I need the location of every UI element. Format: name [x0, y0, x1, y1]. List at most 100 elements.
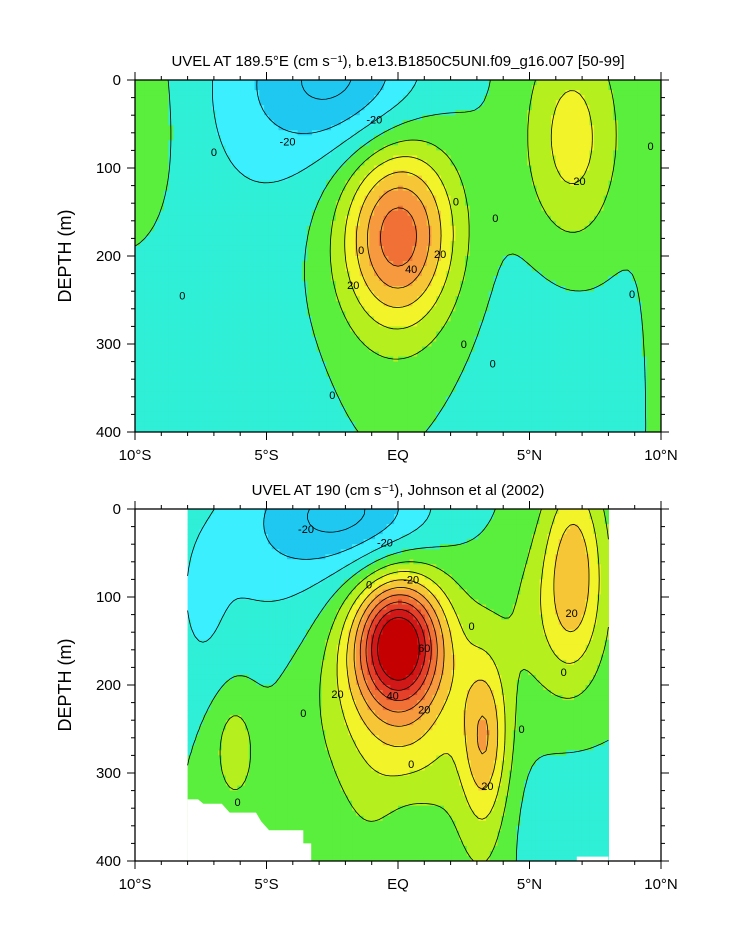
field-cell: [163, 120, 170, 126]
field-cell: [311, 215, 318, 222]
field-cell: [436, 130, 442, 136]
field-cell: [412, 145, 418, 151]
field-cell: [450, 90, 456, 96]
field-cell: [512, 145, 519, 151]
field-cell: [546, 90, 552, 96]
field-cell: [632, 195, 638, 202]
field-cell: [182, 105, 189, 111]
field-cell: [417, 180, 423, 187]
field-cell: [464, 185, 471, 192]
field-cell: [484, 220, 490, 227]
field-cell: [350, 266, 356, 272]
field-cell: [149, 205, 155, 212]
field-cell: [139, 250, 146, 257]
field-cell: [292, 276, 299, 282]
field-cell: [512, 240, 519, 247]
field-cell: [517, 296, 523, 302]
field-cell: [307, 125, 313, 131]
field-cell: [398, 245, 404, 252]
field-cell: [512, 266, 519, 272]
field-cell: [546, 185, 552, 192]
field-cell: [158, 80, 165, 86]
field-cell: [249, 296, 256, 302]
field-cell: [254, 200, 260, 207]
field-cell: [656, 235, 661, 242]
field-cell: [637, 100, 643, 106]
field-cell: [536, 150, 543, 157]
field-cell: [283, 180, 289, 187]
field-cell: [412, 115, 418, 121]
field-cell: [560, 180, 566, 187]
field-cell: [512, 110, 519, 116]
field-cell: [364, 95, 370, 101]
field-cell: [206, 115, 213, 121]
field-cell: [560, 115, 566, 121]
field-cell: [216, 155, 222, 162]
field-cell: [230, 120, 237, 126]
field-cell: [359, 125, 366, 131]
field-cell: [656, 200, 661, 207]
field-cell: [316, 225, 323, 232]
field-cell: [589, 110, 595, 116]
field-cell: [570, 145, 576, 151]
field-cell: [201, 175, 208, 182]
field-cell: [173, 225, 179, 232]
field-cell: [402, 250, 409, 257]
field-cell: [230, 105, 237, 111]
field-cell: [493, 140, 500, 146]
field-cell: [383, 105, 390, 111]
field-cell: [498, 130, 504, 136]
field-cell: [589, 245, 595, 252]
field-cell: [297, 296, 303, 302]
field-cell: [460, 125, 466, 131]
field-cell: [641, 261, 648, 267]
field-cell: [326, 130, 332, 136]
field-cell: [464, 210, 471, 217]
field-cell: [311, 105, 318, 111]
field-cell: [206, 95, 213, 101]
field-cell: [173, 100, 179, 106]
field-cell: [627, 155, 633, 162]
field-cell: [646, 165, 653, 172]
field-cell: [627, 115, 633, 121]
field-cell: [268, 135, 275, 141]
field-cell: [441, 256, 447, 262]
field-cell: [632, 296, 638, 302]
field-cell: [460, 296, 466, 302]
field-cell: [445, 90, 452, 96]
field-cell: [512, 125, 519, 131]
field-cell: [249, 276, 256, 282]
field-cell: [522, 210, 528, 217]
field-cell: [297, 120, 303, 126]
field-cell: [135, 291, 141, 297]
field-cell: [178, 165, 184, 172]
field-cell: [163, 180, 170, 187]
field-cell: [225, 110, 232, 116]
field-cell: [374, 291, 380, 297]
field-cell: [555, 220, 562, 227]
field-cell: [154, 165, 160, 172]
field-cell: [464, 135, 471, 141]
field-cell: [374, 256, 380, 262]
field-cell: [656, 220, 661, 227]
field-cell: [598, 80, 605, 86]
field-cell: [656, 286, 661, 292]
field-cell: [646, 190, 653, 197]
field-cell: [268, 205, 275, 212]
field-cell: [460, 245, 466, 252]
field-cell: [288, 296, 294, 302]
field-cell: [464, 105, 471, 111]
field-cell: [144, 230, 150, 237]
field-cell: [627, 110, 633, 116]
field-cell: [484, 160, 490, 167]
field-cell: [617, 110, 624, 116]
field-cell: [589, 155, 595, 162]
field-cell: [507, 190, 514, 197]
field-cell: [278, 190, 284, 197]
field-cell: [292, 306, 299, 312]
field-cell: [555, 301, 562, 307]
field-cell: [536, 281, 543, 287]
field-cell: [436, 250, 442, 257]
field-cell: [441, 145, 447, 151]
field-cell: [163, 291, 170, 297]
